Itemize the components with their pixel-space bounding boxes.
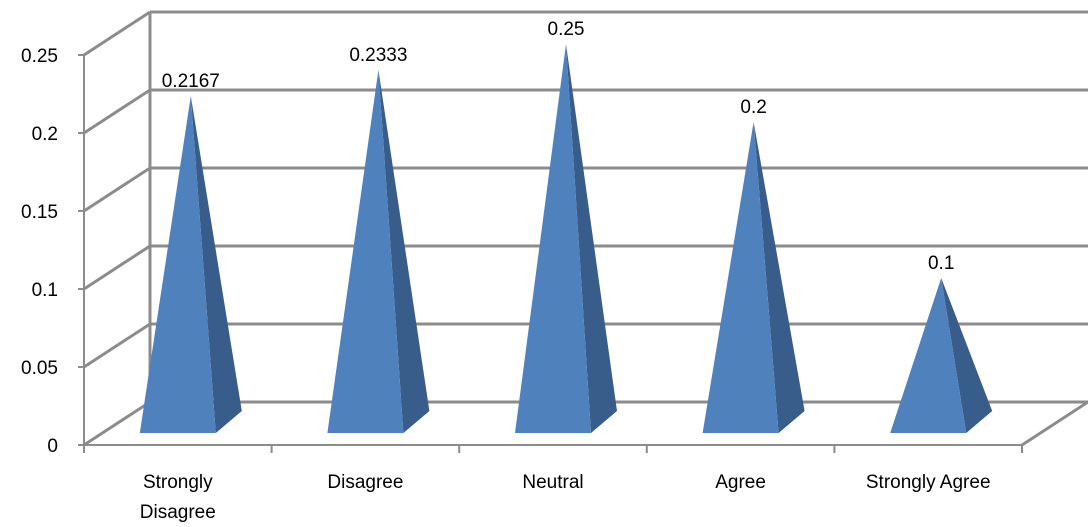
pyramid-bar bbox=[515, 44, 617, 433]
side-wall-line bbox=[83, 244, 151, 291]
side-wall-line bbox=[83, 322, 151, 369]
pyramid-side-face bbox=[190, 95, 242, 433]
pyramid-front-face bbox=[890, 278, 967, 433]
pyramid-bar bbox=[327, 70, 430, 433]
x-category-label: Strongly Agree bbox=[866, 472, 991, 493]
y-axis: 0 0.05 0.1 0.15 0.2 0.25 bbox=[21, 46, 85, 457]
data-label: 0.2333 bbox=[349, 45, 407, 66]
x-category-label: Disagree bbox=[327, 472, 403, 493]
data-label: 0.25 bbox=[548, 19, 585, 40]
side-wall-line bbox=[83, 88, 151, 135]
side-wall-line bbox=[83, 400, 151, 447]
data-label: 0.1 bbox=[928, 253, 954, 274]
pyramid-bar bbox=[890, 278, 993, 433]
pyramid-front-face bbox=[327, 70, 404, 433]
pyramid-side-face bbox=[753, 122, 805, 433]
pyramid-front-face bbox=[702, 122, 779, 433]
pyramid-bar bbox=[702, 122, 805, 433]
y-tick-label: 0 bbox=[47, 436, 58, 457]
side-wall-line bbox=[83, 166, 151, 213]
data-labels: 0.2167 0.2333 0.25 0.2 0.1 bbox=[162, 19, 955, 274]
pyramid-front-face bbox=[515, 44, 591, 433]
side-wall-line bbox=[83, 10, 151, 57]
x-category-label: Neutral bbox=[522, 472, 583, 493]
y-tick-label: 0.1 bbox=[32, 280, 58, 301]
data-label: 0.2167 bbox=[162, 71, 220, 92]
y-tick-label: 0.05 bbox=[21, 358, 58, 379]
y-tick-label: 0.15 bbox=[21, 202, 58, 223]
pyramid-side-face bbox=[566, 44, 617, 433]
y-tick-label: 0.25 bbox=[21, 46, 58, 67]
x-axis: Strongly Disagree Disagree Neutral Agree Stro… bbox=[83, 444, 1023, 523]
chart-walls bbox=[83, 10, 1088, 447]
pyramid-bar bbox=[139, 95, 242, 433]
pyramid-front-face bbox=[139, 95, 216, 433]
pyramid-side-face bbox=[941, 278, 993, 433]
y-tick-label: 0.2 bbox=[32, 124, 58, 145]
floor-edge bbox=[1021, 400, 1088, 447]
pyramid-series bbox=[139, 44, 993, 433]
pyramid-side-face bbox=[378, 70, 430, 433]
x-category-label: Agree bbox=[715, 472, 766, 493]
data-label: 0.2 bbox=[740, 97, 766, 118]
x-category-label: Strongly Disagree bbox=[140, 472, 216, 523]
